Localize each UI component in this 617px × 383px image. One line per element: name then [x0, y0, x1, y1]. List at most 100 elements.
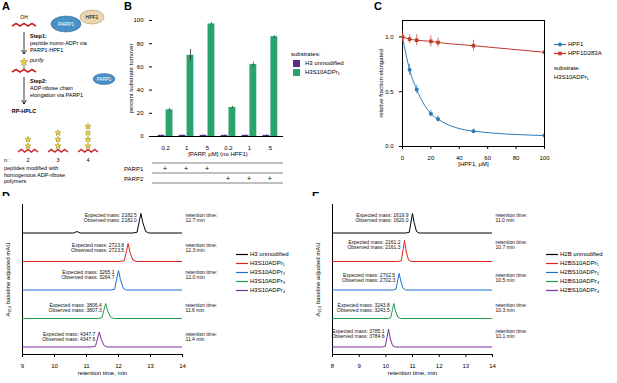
svg-text:5: 5 — [269, 145, 273, 151]
svg-text:retention time:10.1 min: retention time:10.1 min — [496, 328, 528, 339]
svg-text:OH: OH — [20, 14, 28, 20]
svg-text:retention time:12.0 min: retention time:12.0 min — [186, 269, 218, 280]
svg-text:20: 20 — [428, 155, 435, 161]
svg-text:11: 11 — [83, 363, 90, 369]
svg-text:polymers: polymers — [4, 178, 27, 184]
svg-text:13: 13 — [147, 363, 154, 369]
html-text:HPF1D283A: HPF1D283A — [568, 50, 602, 56]
svg-text:PARP1:HPF1: PARP1:HPF1 — [30, 47, 63, 53]
svg-text:40: 40 — [456, 154, 463, 161]
svg-text:14: 14 — [179, 363, 186, 369]
svg-text:peptide mono-ADPr via: peptide mono-ADPr via — [30, 40, 88, 46]
svg-text:PARP2: PARP2 — [124, 176, 144, 182]
svg-text:PARP1: PARP1 — [97, 77, 112, 82]
svg-text:Expected mass: 2723.8Observed: Expected mass: 2723.8Observed mass: 2723… — [71, 242, 124, 253]
html-text:E: E — [312, 190, 320, 202]
svg-text:retention time, min: retention time, min — [78, 370, 127, 376]
svg-text:retention time:11.4 min: retention time:11.4 min — [186, 331, 218, 342]
svg-text:+: + — [184, 165, 188, 172]
svg-text:retention time:12.3 min: retention time:12.3 min — [186, 242, 218, 253]
svg-text:10: 10 — [51, 363, 58, 369]
svg-text:+: + — [247, 175, 251, 182]
html-text:C: C — [374, 0, 382, 12]
svg-text:9: 9 — [357, 363, 361, 369]
svg-text:8: 8 — [331, 363, 335, 369]
html-text:H3 unmodified: H3 unmodified — [305, 60, 344, 66]
svg-text:PARP1: PARP1 — [124, 166, 144, 172]
svg-text:12: 12 — [115, 363, 122, 369]
svg-text:Expected mass: 3265.1Observed: Expected mass: 3265.1Observed mass: 3264… — [61, 269, 114, 280]
svg-text:4: 4 — [86, 157, 89, 163]
html-text:substrates:: substrates: — [291, 51, 321, 57]
svg-text:[HPF1, μM]: [HPF1, μM] — [458, 161, 489, 167]
svg-text:purify: purify — [29, 57, 45, 63]
svg-text:0: 0 — [140, 133, 144, 139]
html-text:B: B — [124, 0, 132, 12]
svg-text:9: 9 — [21, 363, 25, 369]
svg-text:+: + — [226, 175, 230, 182]
svg-text:Step1:: Step1: — [30, 33, 47, 39]
svg-text:11: 11 — [409, 363, 416, 369]
svg-text:80: 80 — [137, 41, 144, 47]
svg-text:0.2: 0.2 — [224, 144, 233, 151]
svg-text:80: 80 — [513, 155, 520, 161]
html-text:D: D — [2, 190, 10, 202]
svg-text:HPF1: HPF1 — [86, 14, 99, 20]
svg-text:Expected mass: 3243.8Observed: Expected mass: 3243.8Observed mass: 3243… — [337, 302, 390, 313]
svg-text:+: + — [205, 165, 209, 172]
svg-text:60: 60 — [137, 64, 144, 70]
svg-text:percent substrate turnover: percent substrate turnover — [128, 43, 134, 113]
svg-text:100: 100 — [539, 155, 550, 161]
svg-text:10: 10 — [382, 363, 389, 369]
html-text:A: A — [2, 0, 10, 12]
svg-text:0.5: 0.5 — [385, 89, 394, 95]
svg-text:A₂₁₄ baseline adjusted mAU: A₂₁₄ baseline adjusted mAU — [5, 242, 11, 316]
svg-text:3: 3 — [56, 157, 59, 163]
svg-text:Expected mass: 4347.7Observed: Expected mass: 4347.7Observed mass: 4347… — [42, 331, 95, 342]
svg-text:Step2:: Step2: — [30, 78, 47, 84]
svg-text:Expected mass: 2702.5Observed: Expected mass: 2702.5Observed mass: 2702… — [342, 272, 395, 283]
svg-text:14: 14 — [489, 363, 496, 369]
html-text:HPF1: HPF1 — [568, 41, 584, 47]
html-text:H3 unmodified: H3 unmodified — [250, 251, 289, 257]
svg-text:retention time:11.0 min: retention time:11.0 min — [496, 212, 528, 223]
html-text:H3S10ADPr₁: H3S10ADPr₁ — [554, 74, 589, 80]
svg-text:PARP1: PARP1 — [58, 21, 74, 27]
svg-text:+: + — [268, 175, 272, 182]
svg-text:retention time:12.7 min: retention time:12.7 min — [186, 212, 218, 223]
svg-text:[PARP, μM] (no HPF1): [PARP, μM] (no HPF1) — [188, 151, 248, 157]
svg-text:12: 12 — [436, 363, 443, 369]
svg-text:elongation via PARP1: elongation via PARP1 — [30, 92, 83, 98]
svg-text:Expected mass: 3785.1Observed: Expected mass: 3785.1Observed mass: 3784… — [331, 328, 384, 339]
svg-text:2: 2 — [26, 157, 29, 163]
html-text:substrate:: substrate: — [554, 65, 581, 71]
svg-text:n :: n : — [4, 157, 11, 163]
svg-text:RP-HPLC: RP-HPLC — [12, 108, 36, 114]
svg-text:13: 13 — [462, 363, 469, 369]
svg-text:retention time:10.5 min: retention time:10.5 min — [496, 272, 528, 283]
svg-text:ADP-ribose chain: ADP-ribose chain — [30, 85, 73, 91]
svg-text:100: 100 — [133, 17, 144, 23]
svg-text:60: 60 — [484, 154, 491, 161]
svg-text:retention time:10.3 min: retention time:10.3 min — [496, 302, 528, 313]
svg-text:20: 20 — [137, 110, 144, 116]
svg-text:0.2: 0.2 — [161, 145, 170, 151]
svg-text:+: + — [163, 165, 167, 172]
svg-text:peptides modified with: peptides modified with — [4, 165, 58, 171]
svg-text:1.0: 1.0 — [385, 34, 394, 40]
svg-text:homogenous ADP-ribose: homogenous ADP-ribose — [4, 172, 65, 178]
svg-text:Expected mass: 1619.9Observed: Expected mass: 1619.9Observed mass: 1620… — [355, 212, 408, 223]
html-text:H3S10ADPr₁: H3S10ADPr₁ — [305, 69, 340, 75]
svg-text:1: 1 — [248, 145, 252, 151]
svg-text:retention time, min: retention time, min — [388, 370, 437, 376]
svg-text:Expected mass: 2161.2Observed: Expected mass: 2161.2Observed mass: 2161… — [347, 239, 400, 250]
svg-text:40: 40 — [137, 87, 144, 93]
svg-text:retention time:10.7 min: retention time:10.7 min — [496, 239, 528, 250]
svg-text:0: 0 — [401, 155, 405, 161]
svg-text:relative fraction elongated: relative fraction elongated — [378, 49, 384, 118]
svg-text:retention time:11.6 min: retention time:11.6 min — [186, 302, 218, 313]
svg-text:0.0: 0.0 — [385, 143, 394, 149]
svg-text:Expected mass: 2182.5Observed: Expected mass: 2182.5Observed mass: 2182… — [84, 212, 137, 223]
svg-text:Expected mass: 3806.4Observed: Expected mass: 3806.4Observed mass: 3807… — [49, 302, 102, 313]
svg-text:A₂₁₄ baseline adjusted mAU: A₂₁₄ baseline adjusted mAU — [315, 242, 321, 316]
